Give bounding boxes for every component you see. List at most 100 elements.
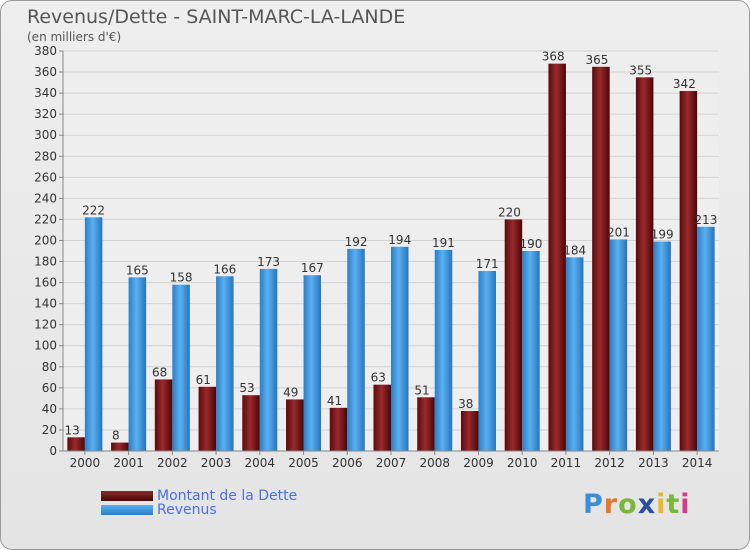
x-tick-label: 2012 (594, 456, 625, 470)
data-label: 13 (64, 423, 79, 437)
y-tick-label: 140 (34, 297, 57, 311)
y-tick-label: 320 (34, 107, 57, 121)
data-label: 166 (213, 262, 236, 276)
x-tick-label: 2000 (70, 456, 101, 470)
bar-debt (198, 386, 217, 451)
bar-revenue (84, 217, 103, 451)
data-label: 220 (498, 205, 521, 219)
x-tick-label: 2010 (507, 456, 538, 470)
bar-revenue (128, 277, 147, 451)
bars (67, 63, 715, 451)
data-label: 365 (585, 53, 608, 67)
data-label: 38 (458, 397, 473, 411)
data-label: 61 (196, 373, 211, 387)
logo-letter: r (603, 489, 619, 520)
proxiti-logo: Proxiti (583, 489, 691, 520)
y-tick-label: 280 (34, 149, 57, 163)
x-tick-label: 2006 (332, 456, 363, 470)
chart-title: Revenus/Dette - SAINT-MARC-LA-LANDE (27, 6, 406, 28)
x-tick-label: 2004 (245, 456, 276, 470)
y-tick-label: 160 (34, 276, 57, 290)
y-tick-label: 40 (42, 402, 57, 416)
x-tick-label: 2011 (551, 456, 582, 470)
data-label: 165 (126, 263, 149, 277)
legend-swatch-revenue (101, 505, 153, 515)
data-label: 213 (694, 213, 717, 227)
bar-debt (635, 77, 654, 451)
data-label: 171 (476, 257, 499, 271)
chart-subtitle: (en milliers d'€) (27, 30, 122, 44)
logo-letter: P (583, 489, 604, 520)
logo-letter: x (637, 489, 657, 520)
bar-revenue (347, 248, 365, 451)
bar-debt (592, 66, 610, 451)
bar-revenue (697, 226, 715, 451)
data-label: 63 (371, 371, 386, 385)
y-tick-label: 20 (42, 423, 57, 437)
data-label: 53 (239, 381, 254, 395)
y-tick-label: 80 (42, 360, 57, 374)
data-label: 49 (283, 385, 298, 399)
x-tick-label: 2009 (463, 456, 494, 470)
x-tick-label: 2013 (638, 456, 669, 470)
legend-item-revenue: Revenus (101, 502, 217, 518)
y-tick-label: 300 (34, 128, 57, 142)
data-label: 184 (563, 243, 586, 257)
data-label: 355 (629, 63, 652, 77)
logo-letter: o (618, 489, 638, 520)
bar-debt (242, 395, 260, 451)
x-tick-label: 2014 (682, 456, 713, 470)
y-tick-label: 260 (34, 170, 57, 184)
data-label: 201 (607, 225, 630, 239)
data-label: 68 (152, 365, 167, 379)
data-label: 194 (388, 233, 411, 247)
bar-debt (548, 63, 566, 451)
data-label: 222 (82, 203, 105, 217)
legend-item-debt: Montant de la Dette (101, 488, 297, 504)
data-label: 51 (414, 383, 429, 397)
logo-letter: t (666, 489, 681, 520)
data-label: 8 (112, 429, 120, 443)
bar-debt (679, 91, 698, 451)
data-label: 192 (345, 235, 368, 249)
bar-revenue (565, 257, 584, 451)
data-label: 191 (432, 236, 455, 250)
data-label: 199 (651, 228, 674, 242)
bar-debt (504, 219, 523, 451)
y-tick-label: 100 (34, 339, 57, 353)
legend-label-debt: Montant de la Dette (157, 488, 298, 504)
logo-letter: i (680, 489, 691, 520)
bar-debt (373, 384, 391, 451)
bar-revenue (216, 276, 234, 451)
bar-revenue (609, 239, 628, 451)
bar-debt (154, 379, 173, 451)
bar-revenue (434, 249, 453, 451)
data-label: 41 (327, 394, 342, 408)
data-labels: 13 222 8 165 68 158 61 166 53 173 49 167 41 192 63 194 5… (64, 50, 717, 443)
bar-revenue (303, 275, 322, 451)
axes: 0 20 40 60 80 100 120 140 160 180 200 220 240 260 280 3… (34, 44, 719, 470)
x-tick-label: 2005 (288, 456, 319, 470)
data-label: 368 (542, 50, 565, 64)
x-tick-label: 2007 (376, 456, 407, 470)
y-tick-label: 220 (34, 212, 57, 226)
bar-debt (329, 407, 348, 451)
data-label: 173 (257, 255, 280, 269)
bar-revenue (522, 251, 540, 451)
logo-letter: i (656, 489, 667, 520)
data-label: 342 (673, 77, 696, 91)
y-tick-label: 0 (49, 444, 57, 458)
bar-revenue (172, 284, 190, 451)
y-tick-label: 120 (34, 318, 57, 332)
bar-debt (417, 397, 435, 451)
legend-label-revenue: Revenus (157, 502, 217, 518)
bar-debt (67, 437, 85, 451)
y-tick-label: 60 (42, 381, 57, 395)
y-tick-label: 360 (34, 65, 57, 79)
y-tick-label: 200 (34, 233, 57, 247)
bar-revenue (259, 268, 278, 451)
x-tick-label: 2008 (419, 456, 450, 470)
bar-debt (286, 399, 304, 451)
bar-revenue (478, 271, 496, 451)
